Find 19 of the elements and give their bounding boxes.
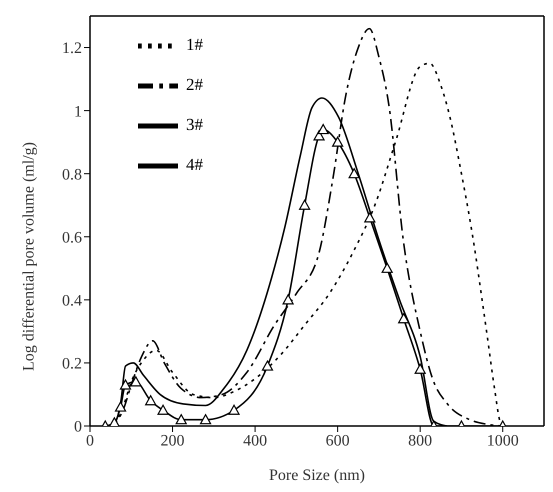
- legend-label: 4#: [186, 154, 203, 174]
- x-tick-label: 1000: [486, 432, 519, 450]
- x-tick-label: 600: [326, 432, 350, 450]
- y-tick-label: 0.6: [62, 229, 82, 246]
- legend-label: 2#: [186, 74, 203, 94]
- y-axis-title: Log differential pore volume (ml/g): [20, 142, 38, 371]
- x-axis-title: Pore Size (nm): [269, 467, 365, 484]
- x-tick-label: 400: [243, 432, 268, 450]
- y-tick-label: 0.8: [62, 166, 82, 184]
- y-tick-label: 0.4: [62, 292, 82, 310]
- legend-label: 3#: [186, 114, 203, 134]
- x-tick-label: 800: [408, 432, 432, 450]
- y-tick-label: 0.2: [62, 356, 82, 373]
- y-tick-label: 0: [74, 418, 82, 436]
- y-tick-label: 1.2: [62, 40, 82, 58]
- legend-label: 1#: [186, 34, 203, 54]
- x-tick-label: 0: [86, 432, 94, 450]
- x-tick-label: 200: [160, 432, 185, 450]
- y-tick-label: 1: [74, 103, 82, 120]
